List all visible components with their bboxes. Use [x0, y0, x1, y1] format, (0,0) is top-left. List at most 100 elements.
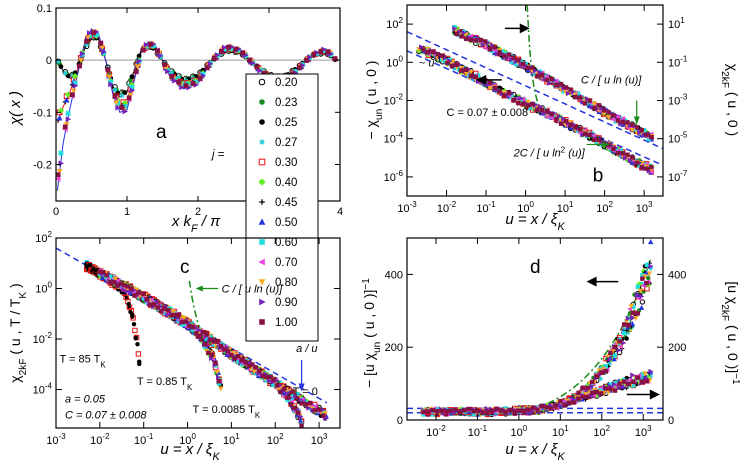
data-point — [229, 352, 234, 358]
data-point — [649, 134, 654, 140]
data-point — [618, 148, 623, 153]
data-point — [202, 344, 208, 349]
data-point — [84, 42, 89, 48]
data-point — [518, 59, 524, 64]
data-point — [166, 308, 171, 313]
data-point — [440, 53, 445, 58]
data-point — [506, 52, 512, 57]
data-point — [649, 164, 654, 170]
data-point — [641, 128, 647, 133]
data-point — [152, 301, 157, 307]
legend-label: 0.23 — [275, 97, 297, 109]
text-part: / π — [198, 213, 222, 230]
data-point — [122, 90, 128, 95]
y-tick-label: 102 — [35, 230, 52, 245]
data-point — [615, 118, 621, 123]
data-point — [639, 165, 644, 170]
data-point — [490, 84, 495, 90]
data-point — [635, 311, 641, 316]
data-point — [94, 32, 99, 38]
data-point — [544, 109, 550, 114]
data-point — [284, 391, 290, 397]
data-point — [475, 73, 481, 78]
data-point — [253, 365, 259, 370]
data-point — [444, 412, 449, 417]
data-point — [537, 108, 542, 113]
data-point — [197, 333, 203, 339]
data-point — [643, 270, 649, 276]
annotation-arrow-head — [633, 116, 640, 125]
data-point — [468, 69, 474, 75]
data-point — [134, 287, 140, 293]
data-point — [475, 37, 481, 43]
data-point — [308, 400, 313, 406]
data-point — [645, 374, 652, 381]
text-part: χ — [725, 64, 741, 72]
data-point — [468, 37, 474, 43]
data-point — [112, 276, 119, 282]
tick-base: 10 — [397, 203, 409, 215]
data-point — [567, 124, 574, 131]
data-point — [625, 152, 630, 157]
data-point — [497, 89, 502, 94]
y-axis-label-left: − χun ( u , 0 ) — [363, 61, 385, 140]
x-tick-label: 10-2 — [437, 200, 457, 215]
data-point — [520, 61, 526, 67]
data-point — [162, 306, 167, 311]
data-point — [601, 111, 607, 117]
data-point — [606, 142, 611, 148]
y-axis-label: χ2kF ( u , T / TK ) — [7, 283, 29, 382]
data-point — [321, 413, 326, 418]
data-point — [290, 394, 295, 399]
data-point — [612, 353, 618, 358]
data-point — [610, 349, 616, 355]
annotation-text: 2C / [ u ln2 (u)] — [513, 145, 586, 160]
data-point — [77, 57, 84, 64]
data-point — [264, 374, 269, 380]
data-point — [631, 310, 636, 315]
annotation-text: C / [ u ln (u)] — [581, 74, 642, 86]
tick-base: 10 — [668, 96, 680, 108]
panel-c: 10-3 10-2 10-1 100 101 102 10310210010-210-4C … — [7, 230, 341, 463]
data-point — [288, 398, 294, 403]
data-point — [122, 108, 128, 115]
data-point — [599, 370, 604, 375]
data-point — [485, 79, 490, 85]
data-point — [111, 277, 117, 282]
legend-label: 0.20 — [275, 77, 297, 89]
data-point — [530, 101, 535, 107]
data-point — [145, 297, 150, 302]
tick-exponent: -2 — [449, 200, 457, 209]
annotation-text: C = 0.07 ± 0.008 — [65, 410, 147, 422]
data-point — [125, 284, 131, 289]
text-part: F — [18, 359, 29, 365]
text-part: ) — [7, 283, 23, 292]
data-point — [426, 49, 431, 55]
tick-exponent: -6 — [396, 169, 404, 178]
text-part: ( u , T / T — [7, 298, 23, 358]
data-point — [613, 119, 618, 124]
data-point — [473, 74, 478, 80]
data-point — [243, 360, 248, 365]
data-point — [173, 312, 178, 318]
y-tick-label: 10-2 — [33, 331, 53, 346]
text-part: u — [505, 211, 514, 228]
text-part: a / u — [296, 343, 317, 355]
data-point — [225, 349, 231, 354]
data-point — [459, 68, 464, 73]
data-point — [267, 374, 273, 379]
data-point — [511, 55, 516, 60]
legend-marker — [258, 78, 266, 86]
data-point — [421, 47, 426, 52]
text-part: C / [ — [581, 74, 602, 86]
data-point — [468, 73, 474, 78]
data-point — [190, 81, 196, 86]
annotation-arrow-head — [602, 141, 610, 148]
text-part: (u)] — [565, 147, 586, 159]
data-point — [502, 53, 507, 59]
data-point — [169, 73, 175, 79]
tick-exponent: -2 — [396, 93, 404, 102]
data-point — [596, 137, 602, 143]
data-point — [516, 57, 521, 63]
